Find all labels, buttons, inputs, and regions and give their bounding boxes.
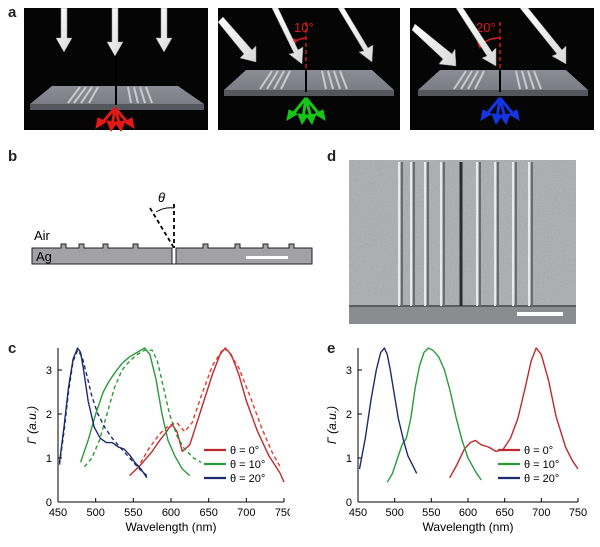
y-tick-label: 0 — [46, 497, 52, 509]
series-line--20- — [358, 347, 418, 474]
air-label: Air — [34, 228, 51, 243]
panel-b-schematic: θ Air Ag — [31, 190, 313, 265]
legend-entry: θ = 20° — [230, 473, 265, 485]
x-tick-label: 650 — [495, 507, 513, 519]
y-axis-label: Γ (a.u.) — [325, 406, 339, 444]
x-tick-label: 750 — [569, 507, 587, 519]
panel-label-b: b — [8, 148, 18, 165]
chart-e: 450 500 550 600 650 700 750 0 1 2 3 Wavelength (nm)… — [325, 347, 587, 534]
series-line--20-sim- — [58, 349, 148, 477]
panel-label-c: c — [8, 340, 17, 357]
panel-label-d: d — [327, 148, 337, 165]
angle-label-20: 20° — [476, 20, 496, 35]
y-tick-label: 1 — [346, 453, 352, 465]
x-tick-label: 700 — [237, 507, 255, 519]
x-tick-label: 700 — [532, 507, 550, 519]
panel-a-figure: 10° 20° — [24, 8, 594, 132]
legend-entry: θ = 0° — [524, 445, 553, 457]
x-axis-label: Wavelength (nm) — [423, 520, 514, 534]
series-line--10- — [79, 347, 191, 477]
panel-label-e: e — [327, 340, 336, 357]
y-tick-label: 3 — [46, 365, 52, 377]
panel-d-sem-image — [349, 160, 576, 324]
theta-symbol: θ — [158, 190, 165, 205]
panel-a-normal-incidence — [24, 8, 208, 132]
panel-a-20deg-incidence: 20° — [410, 8, 594, 130]
y-tick-label: 1 — [46, 453, 52, 465]
series-line--10-sim- — [83, 349, 202, 468]
x-tick-label: 500 — [86, 507, 104, 519]
x-tick-label: 750 — [275, 507, 290, 519]
legend-entry: θ = 10° — [524, 459, 559, 471]
x-tick-label: 650 — [199, 507, 217, 519]
y-tick-label: 2 — [46, 409, 52, 421]
y-axis-label: Γ (a.u.) — [25, 406, 39, 444]
x-axis-label: Wavelength (nm) — [126, 520, 217, 534]
series-line--0- — [129, 347, 285, 483]
y-tick-label: 2 — [346, 409, 352, 421]
legend-entry: θ = 20° — [524, 473, 559, 485]
chart-c: 450 500 550 600 650 700 750 0 1 2 3 Wavelength (nm)… — [25, 347, 290, 534]
x-tick-label: 450 — [349, 507, 367, 519]
series-line--10- — [386, 347, 482, 483]
panel-a-10deg-incidence: 10° — [217, 8, 400, 130]
scale-bar-d — [517, 312, 563, 316]
x-tick-label: 500 — [385, 507, 403, 519]
ag-label: Ag — [36, 249, 52, 264]
y-tick-label: 0 — [346, 497, 352, 509]
series-line--0-sim- — [136, 349, 281, 470]
scale-bar-b — [246, 256, 288, 259]
x-tick-label: 450 — [49, 507, 67, 519]
x-tick-label: 600 — [459, 507, 477, 519]
x-tick-label: 550 — [124, 507, 142, 519]
angle-label-10: 10° — [294, 20, 314, 35]
legend-entry: θ = 10° — [230, 459, 265, 471]
y-tick-label: 3 — [346, 365, 352, 377]
x-tick-label: 550 — [422, 507, 440, 519]
x-tick-label: 600 — [162, 507, 180, 519]
legend-entry: θ = 0° — [230, 445, 259, 457]
panel-label-a: a — [8, 4, 17, 21]
series-line--0- — [449, 347, 579, 479]
